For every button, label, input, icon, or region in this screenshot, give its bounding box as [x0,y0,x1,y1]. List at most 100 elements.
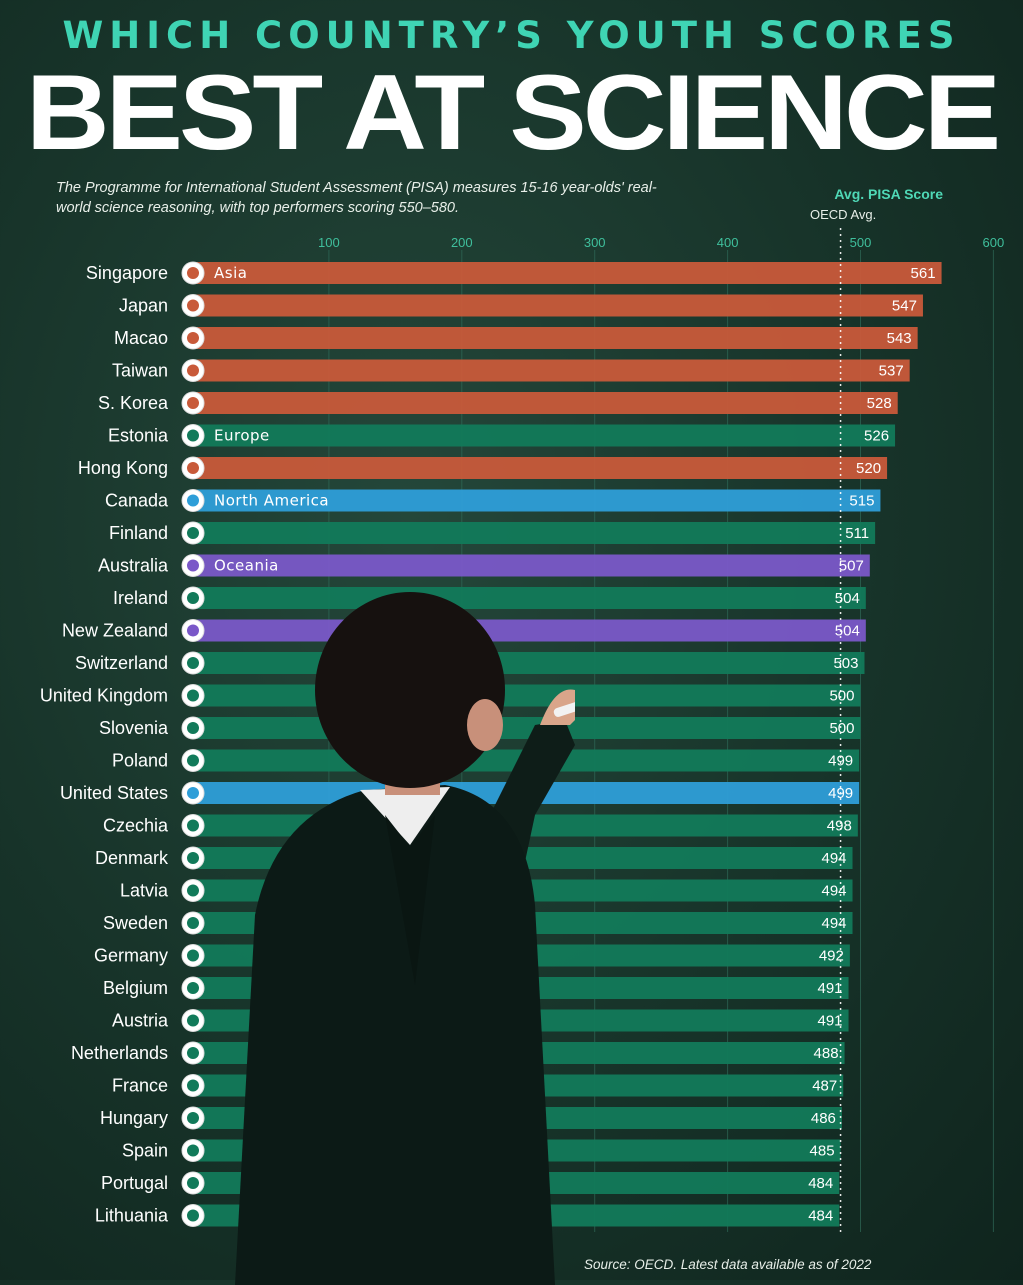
country-label: Hong Kong [78,458,168,478]
bar-value-label: 537 [879,363,904,380]
bar-value-label: 528 [867,395,892,412]
bar [196,294,923,317]
flag-mark [187,1079,199,1092]
country-label: Belgium [103,978,168,998]
bar-value-label: 484 [808,1208,833,1225]
country-label: Portugal [101,1173,168,1193]
bar-value-label: 499 [828,753,853,770]
bar-row: 511 Finland [109,521,876,545]
country-label: Spain [122,1141,168,1161]
country-label: France [112,1076,168,1096]
country-label: Sweden [103,913,168,933]
country-label: Ireland [113,588,168,608]
bar-value-label: 492 [819,948,844,965]
bar-value-label: 515 [849,493,874,510]
region-label: Oceania [214,557,279,575]
country-label: Canada [105,491,169,511]
x-tick-label: 500 [850,235,872,250]
country-label: New Zealand [62,621,168,641]
country-label: Poland [112,751,168,771]
bar-value-label: 526 [864,428,889,445]
bar-value-label: 487 [812,1078,837,1095]
bar [196,489,881,512]
flag-mark [187,299,199,312]
x-tick-label: 200 [451,235,473,250]
bar-value-label: 494 [821,850,846,867]
bar-value-label: 486 [811,1110,836,1127]
country-label: Estonia [108,426,169,446]
x-tick-label: 400 [717,235,739,250]
country-label: United Kingdom [40,686,168,706]
bar-row: 547 Japan [119,294,923,317]
chart-kicker: WHICH COUNTRY’S YOUTH SCORES [62,14,961,57]
flag-mark [187,364,199,377]
flag-mark [187,754,199,767]
flag-mark [187,819,199,832]
bar-value-label: 500 [829,720,854,737]
region-label: North America [214,492,329,510]
country-label: Denmark [95,848,169,868]
bar [196,522,876,544]
flag-mark [187,267,199,279]
flag-mark [187,527,199,539]
flag-mark [187,624,199,637]
bar [196,392,898,414]
flag-mark [187,787,199,799]
bar-value-label: 494 [821,915,846,932]
bar-value-label: 504 [835,623,860,640]
flag-mark [187,397,199,409]
country-label: Finland [109,523,168,543]
country-label: Switzerland [75,653,168,673]
country-label: Netherlands [71,1043,168,1063]
country-label: Japan [119,296,168,316]
bar-row: 504 Ireland [113,586,866,610]
chart-subtitle: The Programme for International Student … [56,180,657,216]
region-label: Europe [214,427,270,445]
bar-row: 526 Estonia [108,424,896,447]
bar-row: 543 Macao [114,326,918,350]
bar-row: 515 Canada [105,489,881,512]
bar-value-label: 491 [818,980,843,997]
legend-avg-pisa-score: Avg. PISA Score [834,186,943,202]
country-label: Austria [112,1011,169,1031]
bar-row: 561 Singapore [86,261,942,285]
flag-mark [187,949,199,962]
bar [196,327,918,349]
flag-mark [187,1014,199,1027]
flag-mark [187,462,199,474]
flag-mark [187,1144,199,1157]
country-label: Czechia [103,816,169,836]
bar-value-label: 504 [835,590,860,607]
flag-mark [187,689,199,702]
country-label: Germany [94,946,168,966]
bar-value-label: 484 [808,1175,833,1192]
bar-row: 507 Australia [98,554,870,577]
bar-row: 520 Hong Kong [78,456,888,480]
flag-mark [187,1047,199,1059]
bar-row: 537 Taiwan [112,359,910,382]
bar [196,587,866,609]
bar-value-label: 511 [845,525,869,542]
x-tick-label: 600 [983,235,1005,250]
flag-mark [187,559,199,572]
bar [196,457,888,479]
bar-value-label: 543 [887,330,912,347]
flag-mark [187,917,199,929]
country-label: Singapore [86,263,168,283]
bar-value-label: 491 [818,1013,843,1030]
x-tick-label: 100 [318,235,340,250]
flag-mark [187,884,199,897]
flag-mark [187,657,199,669]
country-label: Lithuania [95,1206,169,1226]
country-label: S. Korea [98,393,169,413]
flag-mark [187,592,199,604]
country-label: United States [60,783,168,803]
bar-value-label: 500 [829,688,854,705]
region-label: Asia [214,264,247,282]
legend-oecd-avg: OECD Avg. [810,207,877,222]
flag-mark [187,1177,199,1189]
bar-value-label: 494 [821,883,846,900]
bar-value-label: 547 [892,298,917,315]
country-label: Australia [98,556,169,576]
flag-mark [187,722,199,734]
